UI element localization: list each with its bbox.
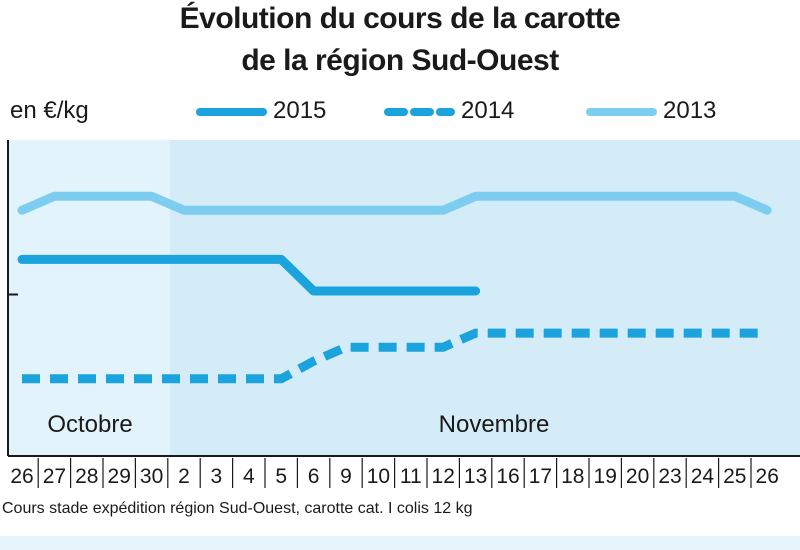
x-tick-label: 26: [10, 465, 33, 488]
x-tick-label: 4: [243, 465, 255, 488]
series-line-2013: [17, 191, 772, 215]
legend-item-2015: 2015: [195, 97, 345, 127]
x-tick-label: 29: [108, 465, 131, 488]
x-tick-label: 17: [529, 465, 552, 488]
x-tick-label: 24: [691, 465, 715, 488]
x-tick-label: 28: [75, 465, 98, 488]
legend-swatch-2014: [384, 108, 455, 116]
x-tick-label: 19: [594, 465, 617, 488]
y-axis-unit-label: en €/kg: [10, 97, 89, 124]
plot-band-novembre: [170, 140, 800, 456]
x-tick-label: 27: [43, 465, 66, 488]
series-line-2015: [17, 254, 481, 296]
x-tick-label: 23: [658, 465, 681, 488]
x-tick-label: 26: [756, 465, 779, 488]
chart-title-line-1: Évolution du cours de la carotte: [179, 2, 621, 35]
month-label-octobre: Octobre: [47, 411, 132, 438]
legend-label-2015: 2015: [273, 97, 327, 124]
legend-item-2014: 2014: [383, 97, 533, 127]
x-tick-label: 13: [464, 465, 487, 488]
legend-swatch-2013: [586, 108, 657, 116]
bottom-band: [0, 536, 800, 550]
x-tick-label: 9: [340, 465, 352, 488]
x-tick-label: 3: [211, 465, 223, 488]
series-line-2014: [22, 328, 768, 384]
x-tick-label: 5: [275, 465, 287, 488]
x-tick-label: 12: [432, 465, 455, 488]
legend-swatch-2015: [196, 108, 267, 116]
chart-title-line-2: de la région Sud-Ouest: [241, 44, 559, 77]
month-label-novembre: Novembre: [439, 411, 550, 438]
legend-label-2014: 2014: [461, 97, 515, 124]
x-tick-label: 2: [178, 465, 190, 488]
x-tick-label: 25: [723, 465, 746, 488]
line-chart: 26 27 28 29 30 2 3 4 5 6 9 10 11 12 13 16 17 18 19 20 23 24 25…: [7, 140, 800, 488]
x-tick-label: 20: [626, 465, 649, 488]
plot-band-octobre: [8, 140, 170, 456]
chart-footnote: Cours stade expédition région Sud-Ouest,…: [2, 500, 473, 517]
x-tick-label: 16: [496, 465, 519, 488]
x-tick-label: 10: [367, 465, 390, 488]
x-tick-label: 11: [400, 465, 422, 488]
legend-label-2013: 2013: [663, 97, 717, 124]
legend-item-2013: 2013: [585, 97, 735, 127]
x-tick-label: 30: [140, 465, 163, 488]
x-tick-label: 6: [308, 465, 320, 488]
x-tick-label: 18: [561, 465, 584, 488]
